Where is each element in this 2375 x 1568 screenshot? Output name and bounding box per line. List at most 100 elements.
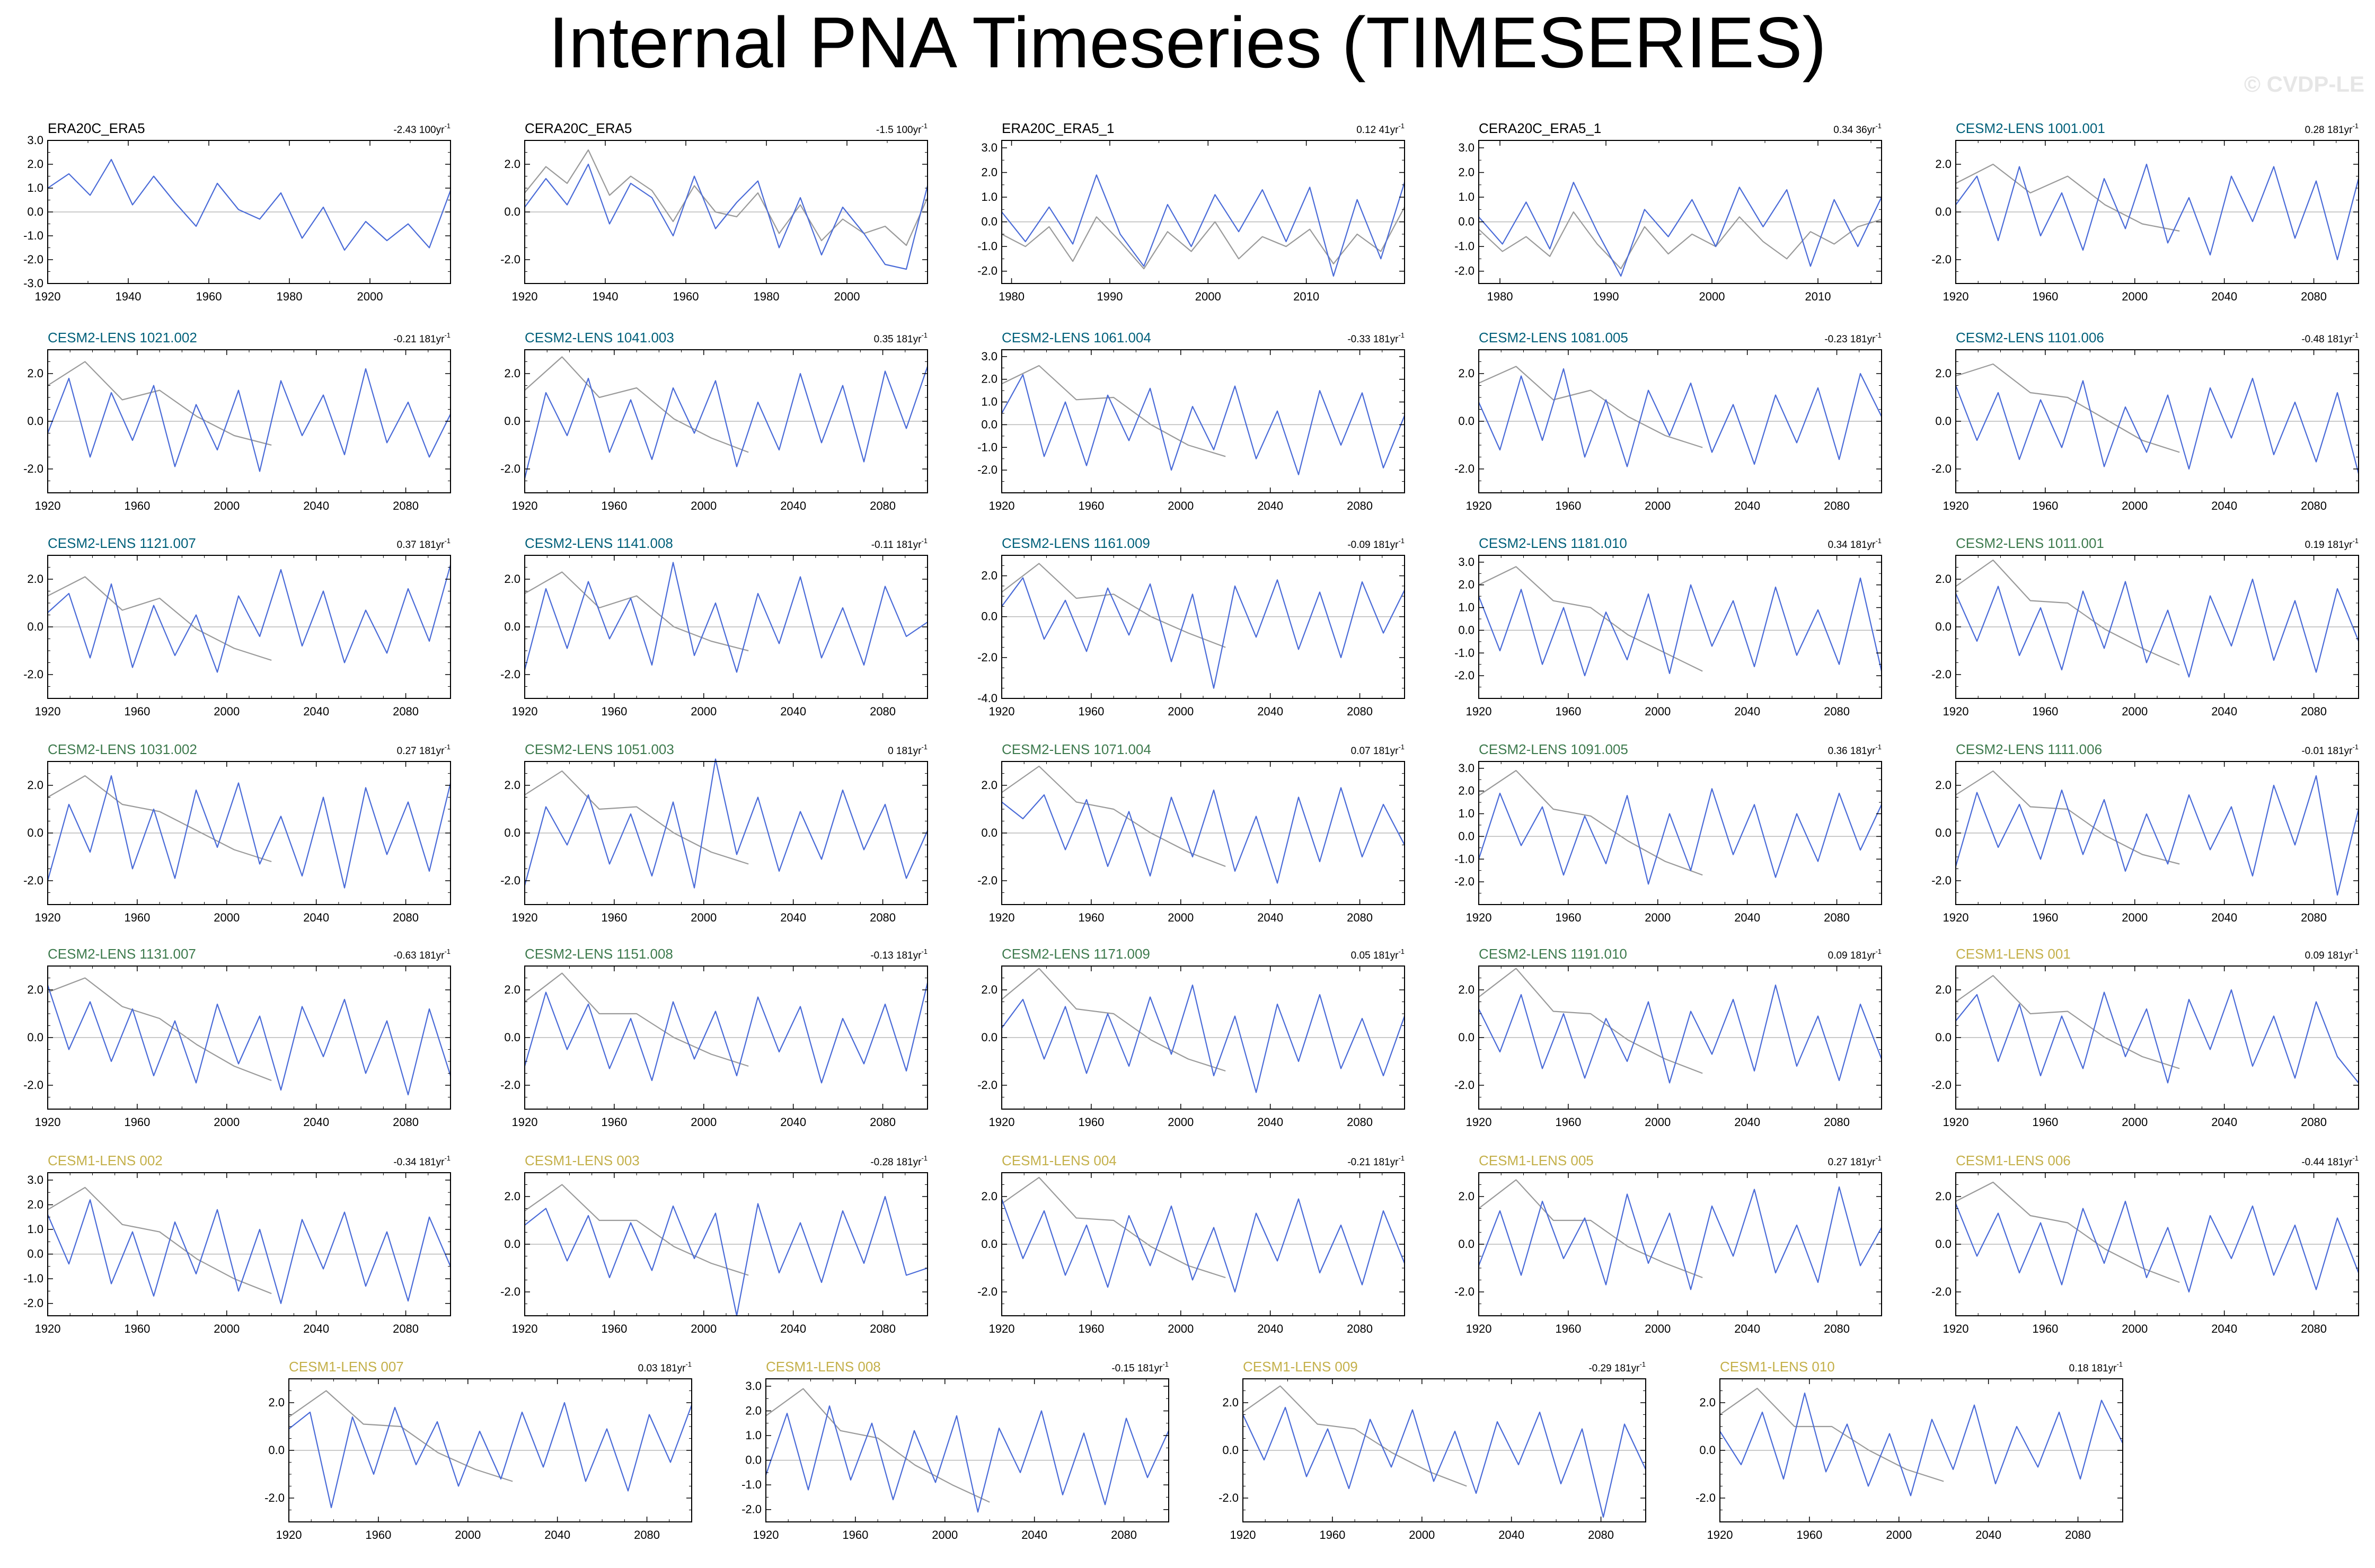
timeseries-panel: CESM1-LENS 002 -0.34 181yr-1 3.0 2.0 1.0 0.0 -… (23, 1153, 452, 1335)
x-tick-label: 1960 (1555, 705, 1581, 718)
y-tick-label: 0.0 (27, 205, 43, 218)
x-tick-label: 2040 (1257, 1322, 1283, 1335)
x-tick-label: 2040 (780, 705, 806, 718)
timeseries-panel: CESM2-LENS 1181.010 0.34 181yr-1 3.0 2.0 1.0… (1454, 535, 1883, 718)
y-tick-label: 0.0 (1935, 1237, 1952, 1251)
x-tick-label: 2040 (1257, 499, 1283, 512)
y-tick-label: 2.0 (504, 983, 520, 996)
comparison-series-line (1001, 563, 1226, 648)
y-tick-label: -2.0 (1931, 1285, 1952, 1298)
x-tick-label: 2080 (393, 1115, 419, 1129)
x-tick-label: 1920 (1943, 1322, 1969, 1335)
comparison-series-line (1955, 975, 2180, 1069)
y-tick-label: -1.0 (23, 229, 43, 242)
y-tick-label: -2.0 (23, 874, 43, 887)
plot-frame (1001, 140, 1405, 284)
panel-title: CESM1-LENS 009 (1243, 1359, 1358, 1375)
y-tick-label: -2.0 (23, 1297, 43, 1310)
x-tick-label: 2080 (870, 499, 896, 512)
y-tick-label: 3.0 (981, 350, 997, 363)
panel-trend: -0.11 181yr-1 (871, 537, 928, 551)
x-tick-label: 1920 (1466, 1115, 1492, 1129)
x-tick-label: 2000 (214, 499, 240, 512)
x-tick-label: 2000 (2122, 1322, 2148, 1335)
x-tick-label: 2040 (780, 499, 806, 512)
comparison-series-line (1242, 1385, 1467, 1487)
y-tick-label: 2.0 (1935, 367, 1952, 380)
x-tick-label: 2040 (303, 1115, 329, 1129)
y-tick-label: -2.0 (1219, 1491, 1239, 1504)
x-tick-label: 1920 (1943, 911, 1969, 924)
x-tick-label: 2080 (1824, 1115, 1850, 1129)
y-tick-label: 0.0 (1935, 414, 1952, 428)
y-tick-label: 0.0 (981, 826, 997, 839)
panel-trend: 0.37 181yr-1 (397, 537, 451, 551)
y-tick-label: -1.0 (977, 240, 997, 253)
x-tick-label: 2080 (1347, 1115, 1373, 1129)
x-tick-label: 1960 (365, 1528, 391, 1542)
x-tick-label: 1920 (35, 1115, 61, 1129)
x-tick-label: 2000 (214, 705, 240, 718)
series-line (288, 1402, 693, 1509)
x-tick-label: 2000 (691, 1115, 717, 1129)
comparison-series-line (1001, 1176, 1226, 1279)
x-tick-label: 1920 (989, 1322, 1015, 1335)
y-tick-label: 3.0 (27, 1173, 43, 1186)
x-tick-label: 2040 (2211, 290, 2237, 303)
y-tick-label: -2.0 (1454, 1078, 1475, 1092)
panel-title: ERA20C_ERA5_1 (1002, 120, 1114, 136)
x-tick-label: 2080 (2301, 911, 2327, 924)
x-tick-label: 1960 (1555, 1115, 1581, 1129)
panel-title: CESM2-LENS 1131.007 (48, 946, 196, 962)
panel-trend: 0.09 181yr-1 (2305, 947, 2359, 961)
x-tick-label: 2080 (1588, 1528, 1614, 1542)
x-tick-label: 2000 (2122, 290, 2148, 303)
x-tick-label: 1920 (35, 705, 61, 718)
comparison-series-line (1478, 366, 1703, 448)
x-tick-label: 2080 (870, 1115, 896, 1129)
y-tick-label: 2.0 (1458, 578, 1475, 591)
series-line (1478, 788, 1882, 885)
panel-trend: 0 181yr-1 (888, 743, 928, 757)
x-tick-label: 1960 (601, 1322, 627, 1335)
y-tick-label: -2.0 (1931, 874, 1952, 887)
y-tick-label: 2.0 (1935, 572, 1952, 586)
x-tick-label: 1960 (1555, 911, 1581, 924)
comparison-series-line (1478, 1179, 1703, 1279)
x-tick-label: 1920 (276, 1528, 302, 1542)
x-tick-label: 2000 (1168, 1115, 1194, 1129)
y-tick-label: 2.0 (1458, 1190, 1475, 1203)
x-tick-label: 2010 (1293, 290, 1319, 303)
x-tick-label: 1920 (1943, 1115, 1969, 1129)
y-tick-label: 2.0 (981, 778, 997, 792)
x-tick-label: 2000 (1168, 499, 1194, 512)
series-line (1478, 1186, 1882, 1290)
panel-title: CESM1-LENS 007 (289, 1359, 404, 1375)
timeseries-panel: CESM1-LENS 010 0.18 181yr-1 2.0 0.0 -2.0 1920… (1696, 1359, 2123, 1542)
x-tick-label: 2080 (1347, 911, 1373, 924)
x-tick-label: 1960 (2032, 499, 2058, 512)
panel-title: CESM2-LENS 1071.004 (1002, 741, 1151, 757)
x-tick-label: 2080 (1347, 705, 1373, 718)
x-tick-label: 1920 (512, 705, 538, 718)
y-tick-label: -2.0 (1454, 264, 1475, 278)
series-line (1955, 775, 2360, 896)
y-tick-label: 2.0 (27, 157, 43, 171)
timeseries-panel: CESM1-LENS 007 0.03 181yr-1 2.0 0.0 -2.0 1920… (264, 1359, 693, 1542)
series-line (524, 1195, 928, 1317)
y-tick-label: -2.0 (977, 874, 997, 887)
comparison-series-line (47, 361, 272, 446)
x-tick-label: 2000 (834, 290, 860, 303)
x-tick-label: 2000 (2122, 1115, 2148, 1129)
panel-trend: 0.35 181yr-1 (874, 331, 928, 345)
timeseries-panel: CESM1-LENS 005 0.27 181yr-1 2.0 0.0 -2.0 1920… (1454, 1153, 1882, 1335)
x-tick-label: 2000 (1168, 1322, 1194, 1335)
timeseries-panel: CESM2-LENS 1151.008 -0.13 181yr-1 2.0 0.0 -2… (500, 946, 929, 1129)
x-tick-label: 2000 (214, 1115, 240, 1129)
y-tick-label: 0.0 (1699, 1443, 1716, 1457)
y-tick-label: -2.0 (1931, 253, 1952, 266)
y-tick-label: 2.0 (504, 572, 520, 586)
x-tick-label: 2040 (544, 1528, 570, 1542)
x-tick-label: 2000 (1699, 290, 1725, 303)
comparison-series-line (47, 977, 272, 1082)
